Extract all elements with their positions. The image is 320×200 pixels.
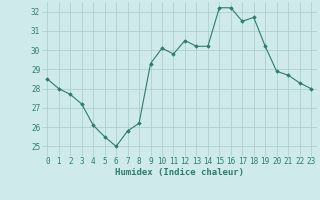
X-axis label: Humidex (Indice chaleur): Humidex (Indice chaleur) <box>115 168 244 177</box>
